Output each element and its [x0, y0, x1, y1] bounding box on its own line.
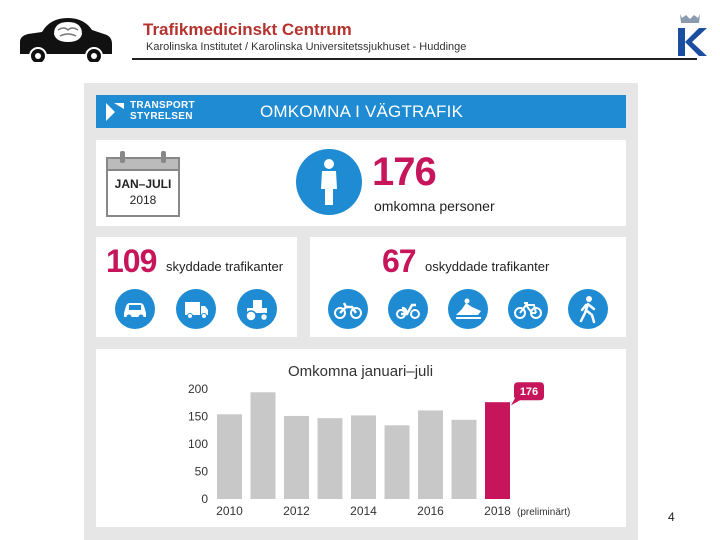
- bar-2014: [351, 415, 376, 499]
- protected-label: skyddade trafikanter: [166, 259, 284, 274]
- chart-title: Omkomna januari–juli: [288, 363, 434, 380]
- page-number: 4: [668, 510, 675, 524]
- x-tick-note: (preliminärt): [517, 507, 570, 518]
- chart-panel: Omkomna januari–juli 0 50 100 150 200 176 2010…: [96, 349, 626, 527]
- x-tick-label: 2014: [350, 504, 377, 518]
- bicycle-icon: [508, 289, 548, 329]
- protected-number: 109: [106, 243, 157, 279]
- bar-2011: [250, 392, 276, 499]
- bar-2013: [317, 418, 343, 499]
- y-tick-label: 200: [188, 382, 208, 396]
- car-brain-logo: [20, 18, 112, 62]
- header-subtitle: Karolinska Institutet / Karolinska Unive…: [146, 41, 467, 53]
- bar-2016: [418, 410, 443, 499]
- infographic: TRANSPORT STYRELSEN OMKOMNA I VÄGTRAFIK …: [84, 83, 638, 540]
- bar-2018: [485, 402, 510, 499]
- x-tick-label: 2012: [283, 504, 310, 518]
- highlight-bubble: [511, 382, 544, 406]
- moped-icon: [388, 289, 428, 329]
- highlight-label: 176: [520, 386, 538, 398]
- calendar-year: 2018: [129, 193, 157, 207]
- header-divider: [132, 58, 697, 60]
- unprotected-label: oskyddade trafikanter: [425, 259, 550, 274]
- x-tick-label: 2010: [216, 504, 243, 518]
- y-tick-label: 150: [188, 410, 208, 424]
- person-icon: [296, 149, 362, 215]
- truck-icon: [176, 289, 216, 329]
- car-icon: [115, 289, 155, 329]
- snowmobile-icon: [448, 289, 488, 329]
- total-deaths-label: omkomna personer: [374, 198, 495, 214]
- bar-chart: 0 50 100 150 200 176 2010 2012 2014 2016 2018 (prel…: [188, 382, 570, 518]
- brand-name: TRANSPORT STYRELSEN: [130, 100, 195, 122]
- total-deaths-number: 176: [372, 150, 437, 194]
- banner-title: OMKOMNA I VÄGTRAFIK: [260, 102, 464, 121]
- y-tick-label: 0: [201, 492, 208, 506]
- bar-2010: [217, 414, 242, 499]
- x-tick-label: 2016: [417, 504, 444, 518]
- unprotected-panel: 67 oskyddade trafikanter: [310, 237, 626, 337]
- y-tick-label: 50: [195, 465, 209, 479]
- bar-2017: [451, 419, 477, 499]
- bar-2012: [284, 415, 309, 499]
- transportstyrelsen-icon: [106, 103, 124, 121]
- pedestrian-icon: [568, 289, 608, 329]
- unprotected-number: 67: [382, 243, 417, 279]
- y-tick-label: 100: [188, 437, 208, 451]
- header-title: Trafikmedicinskt Centrum: [143, 20, 352, 39]
- karolinska-logo: [678, 14, 707, 56]
- banner: TRANSPORT STYRELSEN OMKOMNA I VÄGTRAFIK: [96, 95, 626, 128]
- tractor-icon: [237, 289, 277, 329]
- calendar-icon: JAN–JULI 2018: [106, 151, 180, 217]
- motorcycle-icon: [328, 289, 368, 329]
- x-tick-label: 2018: [484, 504, 511, 518]
- calendar-period: JAN–JULI: [114, 177, 172, 191]
- protected-panel: 109 skyddade trafikanter: [96, 237, 297, 337]
- total-panel: JAN–JULI 2018 176 omkomna personer: [96, 140, 626, 226]
- bar-2015: [384, 425, 410, 499]
